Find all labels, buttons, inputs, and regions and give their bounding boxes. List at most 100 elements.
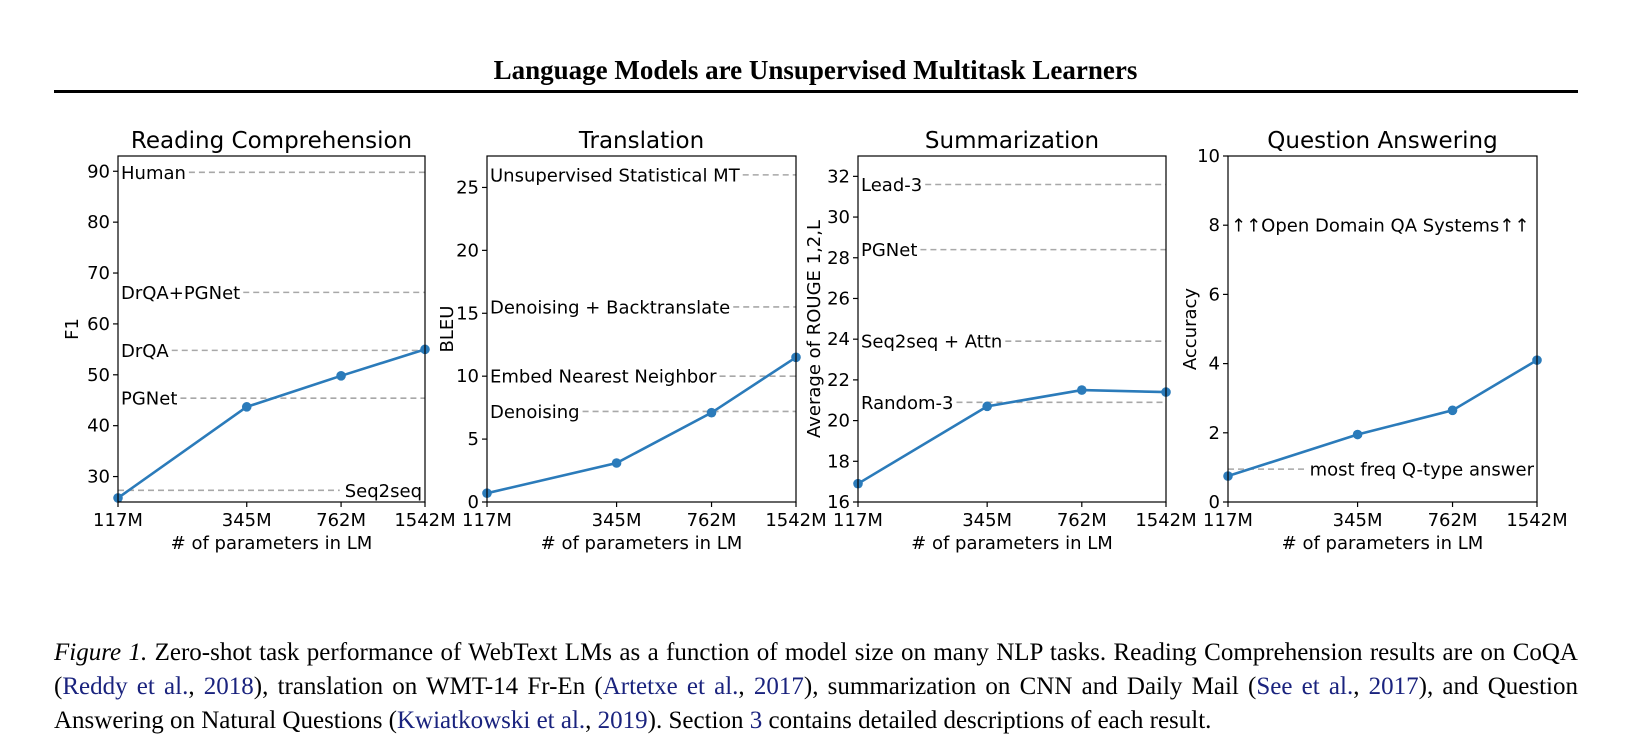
y-tick-label: 26 [827,288,850,309]
caption-figure-label: Figure 1. [54,639,148,666]
x-tick-label: 345M [222,510,272,531]
series-line [857,388,1167,485]
series-line [486,356,797,495]
caption-text: contains detailed descriptions of each r… [762,707,1212,734]
x-tick-label: 345M [962,510,1012,531]
x-tick-label: 345M [592,510,642,531]
y-tick-label: 0 [1209,492,1220,513]
reference-label: most freq Q-type answer [1310,460,1535,481]
caption-text: , [585,707,598,734]
x-axis-label: # of parameters in LM [911,533,1113,554]
caption-text: ). Section [647,707,750,734]
annotation-label: ↑↑Open Domain QA Systems↑↑ [1231,216,1529,237]
x-axis-label: # of parameters in LM [171,533,373,554]
data-point [982,401,992,412]
x-tick-label: 1542M [1506,510,1567,531]
y-tick-label: 24 [827,329,850,350]
page-title: Language Models are Unsupervised Multita… [493,55,1138,85]
caption-text: , [188,673,204,700]
data-point [611,458,622,468]
citation-link[interactable]: 2018 [203,673,254,700]
x-axis-label: # of parameters in LM [1282,533,1484,554]
x-tick-label: 1542M [394,510,455,531]
citation-link[interactable]: 2017 [753,673,804,700]
chart-title: Summarization [925,128,1099,154]
reference-label: Embed Nearest Neighbor [490,367,717,388]
reference-label: Seq2seq + Attn [861,332,1002,353]
citation-link[interactable]: Artetxe et al. [602,673,739,700]
reference-label: Seq2seq [345,481,422,502]
y-axis-label: Accuracy [1180,288,1201,371]
y-tick-label: 20 [456,240,479,261]
x-tick-label: 345M [1333,510,1383,531]
y-tick-label: 90 [87,161,110,182]
charts-figure: Reading Comprehension Human DrQA+PGNet DrQA… [62,128,1568,554]
y-tick-label: 22 [827,370,850,391]
data-point [336,371,346,381]
reference-label: DrQA+PGNet [121,283,240,304]
citation-link[interactable]: 2017 [1368,673,1419,700]
data-point [1447,405,1458,416]
reference-label: DrQA [121,341,169,362]
series-line [117,348,426,499]
y-tick-label: 40 [87,416,110,437]
plot-frame [1227,155,1538,503]
y-tick-label: 28 [827,248,850,269]
title-rule [54,90,1578,93]
y-tick-label: 16 [827,492,850,513]
y-tick-label: 50 [87,365,110,386]
reference-label: Denoising [490,402,580,423]
reference-label: Random-3 [861,393,953,414]
plot-frame [117,155,426,503]
x-tick-label: 762M [316,510,366,531]
x-tick-label: 762M [1428,510,1478,531]
y-tick-label: 2 [1209,423,1220,444]
section-link[interactable]: 3 [749,707,763,734]
citation-link[interactable]: Kwiatkowski et al. [397,707,586,734]
chart-panel: Question Answering most freq Q-type answe… [1180,128,1568,554]
chart-title: Reading Comprehension [131,128,412,154]
reference-label: Lead-3 [861,175,922,196]
chart-title: Translation [578,128,704,154]
y-tick-label: 60 [87,314,110,335]
y-tick-label: 70 [87,263,110,284]
y-axis-label: Average of ROUGE 1,2,L [804,220,825,438]
x-tick-label: 762M [1057,510,1107,531]
caption-text: ), translation on WMT-14 Fr-En ( [253,673,603,700]
y-tick-label: 20 [827,411,850,432]
y-tick-label: 10 [1197,146,1220,167]
y-tick-label: 4 [1209,354,1220,375]
plot-frame [857,155,1167,503]
y-axis-label: F1 [62,318,83,340]
y-tick-label: 30 [827,207,850,228]
reference-label: Denoising + Backtranslate [490,297,730,318]
x-tick-label: 1542M [1135,510,1196,531]
x-tick-label: 117M [1203,510,1253,531]
x-tick-label: 1542M [765,510,826,531]
data-point [1352,429,1363,440]
plot-frame [486,155,797,503]
caption-text: ), and Question Answering on Natural Que… [54,673,1578,734]
x-axis-label: # of parameters in LM [541,533,743,554]
y-tick-label: 32 [827,166,850,187]
series-line [1227,359,1538,478]
y-axis-label: BLEU [437,306,458,353]
caption-text: ), summarization on CNN and Daily Mail ( [803,673,1257,700]
x-tick-label: 117M [462,510,512,531]
data-point [706,407,717,418]
citation-link[interactable]: Reddy et al. [62,673,189,700]
citation-link[interactable]: See et al. [1256,673,1354,700]
y-tick-label: 0 [468,492,479,513]
y-tick-label: 15 [456,303,479,324]
y-tick-label: 6 [1209,284,1220,305]
reference-label: PGNet [861,240,917,261]
x-tick-label: 117M [833,510,883,531]
y-tick-label: 25 [456,177,479,198]
reference-label: Unsupervised Statistical MT [490,165,741,186]
y-tick-label: 30 [87,467,110,488]
citation-link[interactable]: 2019 [597,707,648,734]
chart-panel: Translation Unsupervised Statistical MT De… [437,128,827,554]
y-tick-label: 18 [827,451,850,472]
reference-label: Human [121,163,186,184]
